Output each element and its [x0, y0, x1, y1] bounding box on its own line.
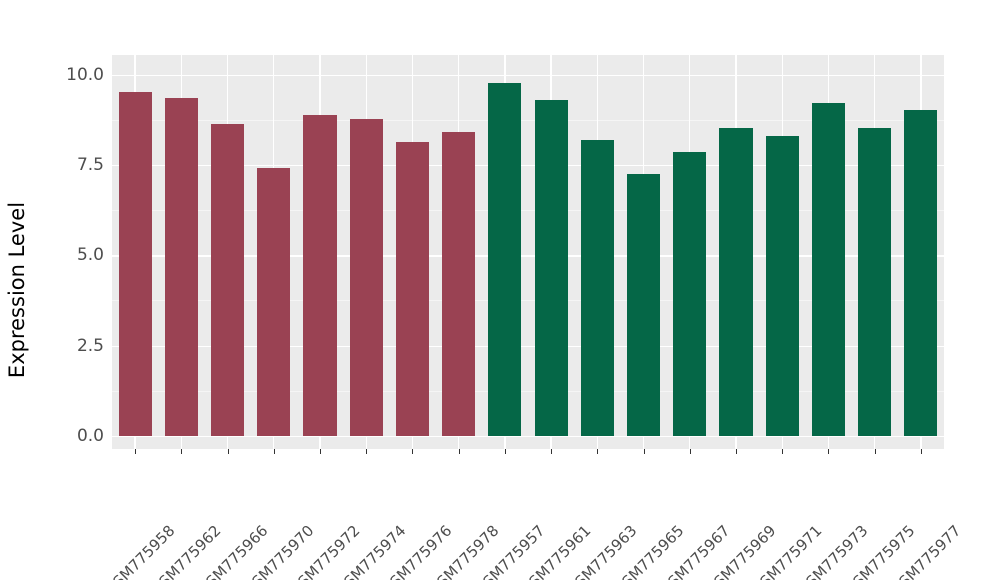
x-tick-mark [412, 449, 414, 454]
gridline-major-horizontal [112, 345, 944, 347]
x-tick-mark [366, 449, 368, 454]
x-axis: GSM775958 GSM775962 GSM775966 GSM775970 GSM7… [101, 449, 964, 580]
plot-panel [112, 55, 944, 449]
x-tick-mark [135, 449, 137, 454]
bar-GSM775971[interactable] [765, 135, 799, 436]
bar-GSM775970[interactable] [257, 167, 291, 436]
bar-GSM775957[interactable] [488, 82, 522, 436]
bar-GSM775973[interactable] [811, 102, 846, 436]
x-tick-mark [504, 449, 506, 454]
y-tick-label: 10.0 [66, 64, 104, 85]
bar-GSM775958[interactable] [118, 91, 152, 436]
x-tick-mark [181, 449, 183, 454]
x-tick-mark [689, 449, 691, 454]
x-tick-mark [320, 449, 321, 454]
x-tick-mark [736, 449, 737, 454]
x-tick-mark [782, 449, 784, 454]
gridline-major-horizontal [112, 436, 944, 438]
bar-GSM775976[interactable] [395, 142, 430, 436]
bar-GSM775962[interactable] [164, 97, 198, 436]
y-tick-label: 7.5 [76, 154, 104, 175]
bar-series [112, 55, 944, 449]
x-tick-mark [828, 449, 830, 454]
bar-GSM775966[interactable] [210, 124, 245, 436]
y-tick-label: 2.5 [76, 335, 104, 356]
bar-GSM775972[interactable] [303, 115, 337, 436]
x-tick-mark [273, 449, 275, 454]
gridline-major-horizontal [112, 164, 944, 167]
bar-GSM775974[interactable] [349, 118, 383, 436]
bar-GSM775965[interactable] [626, 174, 661, 436]
gridline-minor-horizontal [112, 300, 944, 302]
bar-GSM775969[interactable] [719, 128, 753, 436]
y-axis-ticks: 0.0 2.5 5.0 7.5 10.0 [36, 55, 146, 446]
bar-GSM775975[interactable] [858, 128, 892, 436]
y-tick-label: 0.0 [76, 426, 104, 446]
x-tick-mark [227, 449, 229, 454]
gridline-minor-horizontal [112, 210, 944, 211]
gridline-major-horizontal [112, 74, 944, 76]
gridline-major-horizontal [112, 255, 944, 257]
x-tick-mark [874, 449, 876, 454]
bar-GSM775978[interactable] [442, 131, 476, 436]
bar-GSM775963[interactable] [580, 139, 614, 436]
bar-GSM775961[interactable] [534, 99, 568, 436]
x-tick-mark [920, 449, 922, 454]
gridline-minor-horizontal [112, 119, 944, 121]
x-tick-mark [597, 449, 599, 454]
bar-GSM775977[interactable] [904, 110, 938, 436]
bar-GSM775967[interactable] [673, 151, 707, 436]
x-tick-mark [458, 449, 460, 454]
gridline-minor-horizontal [112, 390, 944, 392]
x-tick-mark [551, 449, 553, 454]
y-tick-label: 5.0 [76, 245, 104, 266]
x-tick-mark [643, 449, 645, 454]
y-axis-title: Expression Level [5, 201, 29, 379]
